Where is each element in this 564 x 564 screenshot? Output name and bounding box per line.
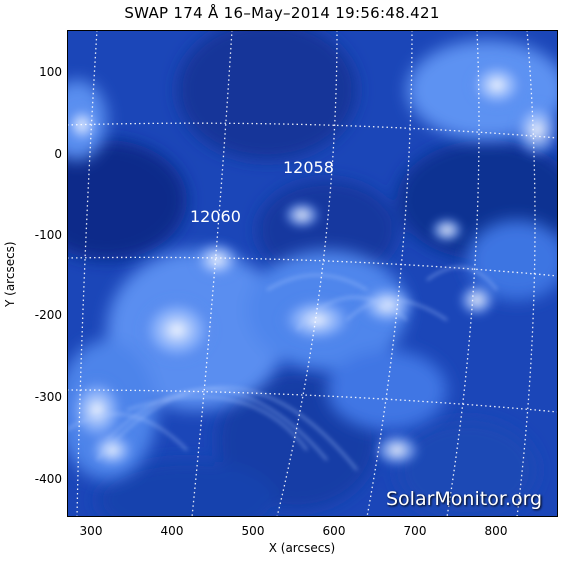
y-tick-label: -300 [34,390,62,404]
solar-image: 12058 12060 [67,30,558,517]
x-axis-label: X (arcsecs) [268,541,336,555]
active-region-cores [67,60,558,470]
y-tick-label: 0 [54,147,62,161]
x-tick-label: 300 [79,524,103,538]
dark-regions [67,30,558,517]
y-tick-label: -200 [34,308,62,322]
solar-image-canvas [67,30,558,517]
x-tick-label: 400 [160,524,184,538]
image-title: SWAP 174 Å 16–May–2014 19:56:48.421 [124,4,440,22]
coronal-loops [67,266,498,471]
x-tick-label: 700 [403,524,427,538]
watermark: SolarMonitor.org [386,488,543,510]
y-axis-label: Y (arcsecs) [3,241,17,307]
y-tick-label: -100 [34,228,62,242]
active-region-label-12060: 12060 [190,207,241,226]
active-region-label-12058: 12058 [283,158,334,177]
y-tick-label: -400 [34,472,62,486]
y-tick-label: 100 [39,65,62,79]
x-tick-label: 600 [322,524,346,538]
heliographic-grid [67,30,558,517]
x-tick-label: 800 [484,524,508,538]
x-tick-label: 500 [241,524,265,538]
